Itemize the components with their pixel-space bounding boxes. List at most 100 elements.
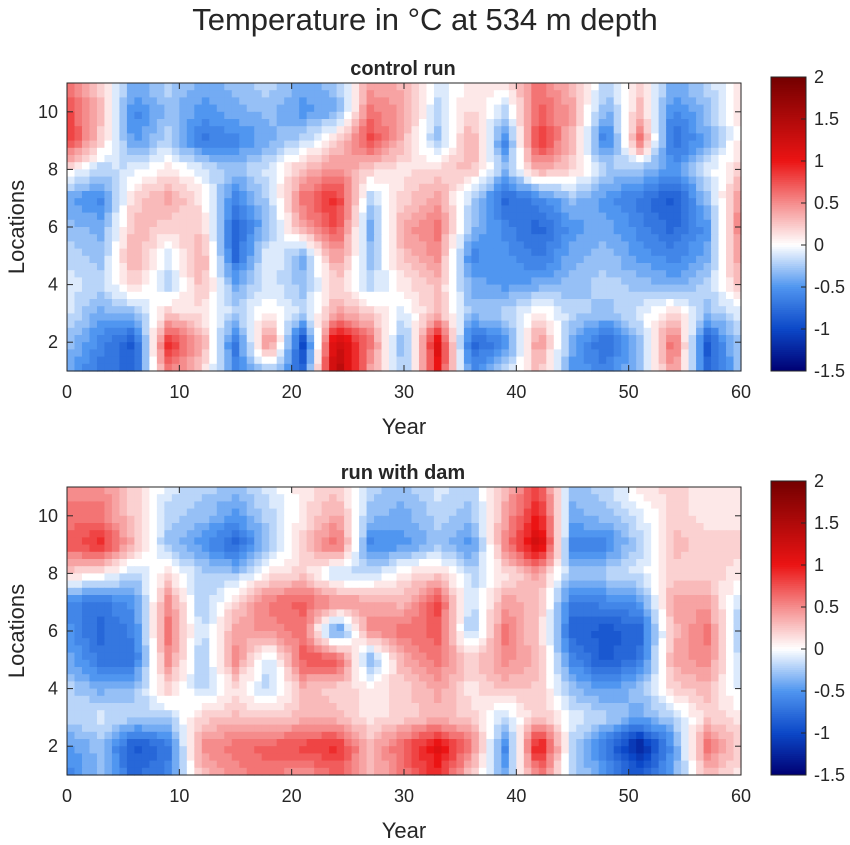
heatmap-cell bbox=[711, 559, 720, 567]
heatmap-cell bbox=[164, 162, 173, 170]
heatmap-cell bbox=[478, 363, 487, 372]
heatmap-cell bbox=[696, 234, 705, 242]
heatmap-cell bbox=[276, 277, 285, 286]
heatmap-cell bbox=[538, 291, 547, 300]
heatmap-cell bbox=[718, 191, 727, 199]
heatmap-cell bbox=[67, 299, 76, 307]
heatmap-cell bbox=[246, 566, 255, 574]
heatmap-cell bbox=[209, 530, 218, 538]
heatmap-cell bbox=[418, 198, 428, 206]
heatmap-cell bbox=[149, 342, 158, 350]
heatmap-cell bbox=[501, 140, 510, 149]
heatmap-cell bbox=[134, 551, 143, 560]
heatmap-cell bbox=[276, 191, 285, 199]
heatmap-cell bbox=[156, 241, 165, 250]
heatmap-cell bbox=[576, 270, 585, 278]
heatmap-cell bbox=[681, 176, 690, 185]
heatmap-cell bbox=[381, 523, 390, 531]
heatmap-cell bbox=[321, 494, 330, 502]
heatmap-cell bbox=[711, 299, 720, 307]
heatmap-cell bbox=[209, 501, 218, 510]
heatmap-cell bbox=[239, 90, 248, 98]
heatmap-cell bbox=[583, 255, 592, 264]
heatmap-cell bbox=[561, 551, 570, 560]
heatmap-cell bbox=[411, 335, 420, 343]
heatmap-cell bbox=[606, 140, 615, 149]
heatmap-cell bbox=[351, 90, 360, 98]
heatmap-cell bbox=[344, 176, 353, 185]
heatmap-cell bbox=[636, 133, 645, 142]
heatmap-cell bbox=[156, 284, 165, 293]
heatmap-cell bbox=[688, 219, 697, 228]
colorbar-segment bbox=[771, 152, 806, 156]
heatmap-cell bbox=[104, 198, 113, 206]
heatmap-cell bbox=[576, 140, 585, 149]
heatmap-cell bbox=[344, 97, 353, 106]
heatmap-cell bbox=[291, 327, 300, 336]
heatmap-cell bbox=[621, 183, 630, 192]
heatmap-cell bbox=[299, 119, 308, 127]
heatmap-cell bbox=[314, 140, 323, 149]
heatmap-cell bbox=[306, 111, 315, 120]
heatmap-cell bbox=[201, 487, 210, 495]
heatmap-cell bbox=[478, 205, 487, 214]
heatmap-cell bbox=[351, 356, 360, 365]
heatmap-cell bbox=[666, 508, 675, 517]
heatmap-cell bbox=[516, 183, 525, 192]
heatmap-cell bbox=[366, 248, 375, 257]
heatmap-cell bbox=[493, 227, 502, 235]
heatmap-cell bbox=[291, 198, 300, 206]
heatmap-cell bbox=[583, 191, 592, 199]
heatmap-cell bbox=[613, 523, 622, 531]
heatmap-cell bbox=[276, 248, 285, 257]
heatmap-cell bbox=[261, 356, 270, 365]
heatmap-cell bbox=[299, 566, 308, 574]
heatmap-cell bbox=[711, 494, 720, 502]
heatmap-cell bbox=[396, 255, 405, 264]
heatmap-cell bbox=[448, 523, 458, 531]
heatmap-cell bbox=[733, 487, 742, 495]
heatmap-cell bbox=[306, 299, 315, 307]
heatmap-cell bbox=[613, 349, 622, 358]
heatmap-cell bbox=[643, 270, 652, 278]
heatmap-cell bbox=[411, 299, 420, 307]
heatmap-cell bbox=[389, 133, 398, 142]
heatmap-cell bbox=[598, 501, 607, 510]
heatmap-cell bbox=[119, 523, 128, 531]
heatmap-cell bbox=[194, 306, 203, 314]
heatmap-cell bbox=[336, 270, 345, 278]
heatmap-cell bbox=[389, 183, 398, 192]
heatmap-cell bbox=[276, 544, 285, 553]
heatmap-cell bbox=[224, 342, 233, 350]
heatmap-cell bbox=[666, 155, 675, 163]
heatmap-cell bbox=[389, 219, 398, 228]
heatmap-cell bbox=[89, 241, 98, 250]
heatmap-cell bbox=[126, 551, 135, 560]
heatmap-cell bbox=[336, 133, 345, 142]
heatmap-cell bbox=[306, 176, 315, 185]
heatmap-cell bbox=[351, 349, 360, 358]
heatmap-cell bbox=[164, 90, 173, 98]
heatmap-cell bbox=[329, 234, 338, 242]
heatmap-cell bbox=[321, 212, 330, 221]
heatmap-cell bbox=[696, 515, 705, 524]
heatmap-cell bbox=[186, 176, 195, 185]
heatmap-cell bbox=[224, 83, 233, 91]
heatmap-cell bbox=[74, 573, 83, 582]
heatmap-cell bbox=[194, 169, 203, 178]
heatmap-cell bbox=[336, 198, 345, 206]
heatmap-cell bbox=[433, 494, 443, 502]
heatmap-cell bbox=[141, 97, 150, 106]
heatmap-cell bbox=[606, 523, 615, 531]
heatmap-cell bbox=[96, 227, 106, 235]
heatmap-cell bbox=[733, 363, 742, 372]
heatmap-cell bbox=[546, 487, 555, 495]
heatmap-cell bbox=[643, 90, 652, 98]
heatmap-cell bbox=[628, 183, 637, 192]
heatmap-cell bbox=[201, 356, 210, 365]
heatmap-cell bbox=[389, 111, 398, 120]
heatmap-cell bbox=[149, 147, 158, 156]
heatmap-cell bbox=[583, 494, 592, 502]
heatmap-cell bbox=[636, 291, 645, 300]
heatmap-cell bbox=[209, 277, 218, 286]
